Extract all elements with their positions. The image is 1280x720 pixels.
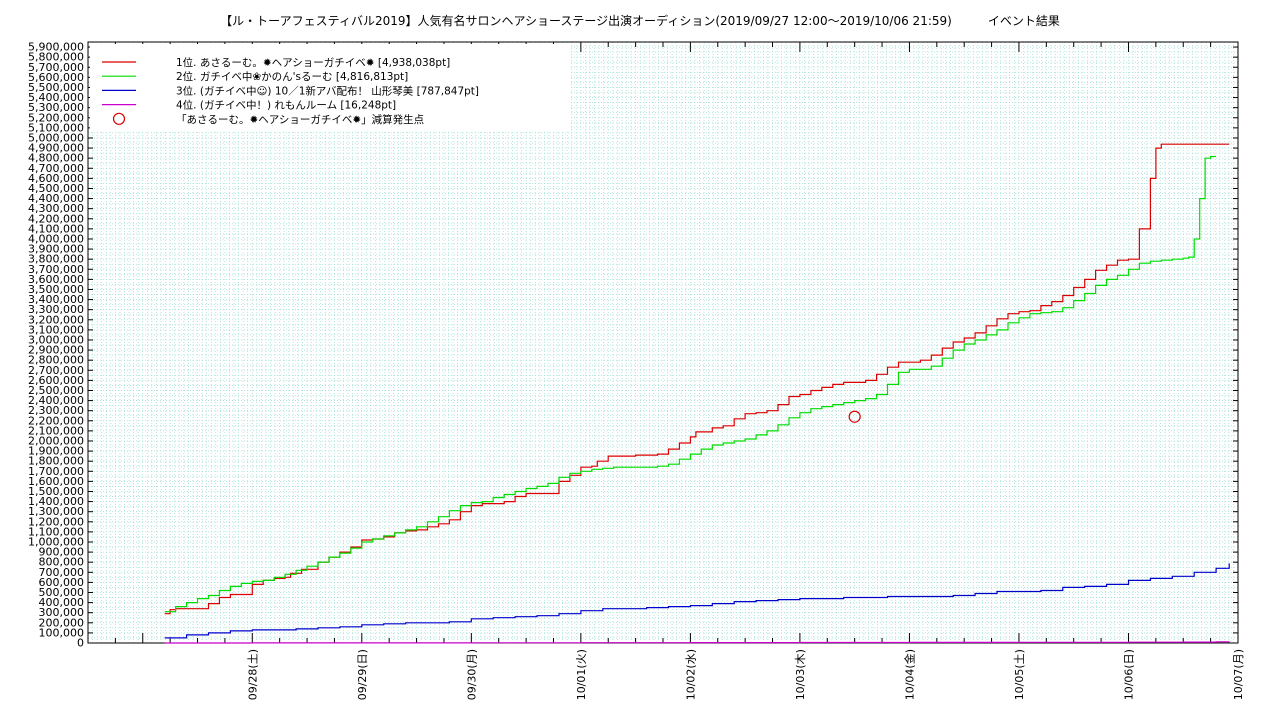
y-tick-label: 4,500,000 — [28, 182, 84, 195]
y-tick-label: 3,400,000 — [28, 293, 84, 306]
legend-label: 4位. (ガチイベ中！) れもんルーム [16,248pt] — [176, 99, 396, 112]
y-tick-label: 4,000,000 — [28, 232, 84, 245]
legend-box — [90, 44, 570, 132]
x-axis: 09/28(土) 09/29(日) 09/30(月) 10/01(火) 10/02(水)… — [87, 42, 1245, 700]
y-tick-label: 4,400,000 — [28, 192, 84, 205]
y-tick-label: 3,500,000 — [28, 283, 84, 296]
y-tick-label: 1,200,000 — [28, 515, 84, 528]
y-tick-label: 1,400,000 — [28, 495, 84, 508]
y-tick-label: 3,300,000 — [28, 303, 84, 316]
y-tick-label: 2,600,000 — [28, 374, 84, 387]
y-tick-label: 4,300,000 — [28, 202, 84, 215]
y-tick-label: 600,000 — [39, 576, 85, 589]
x-tick-label: 10/02(水) — [684, 649, 697, 700]
series-line-3 — [164, 563, 1230, 639]
y-tick-label: 2,500,000 — [28, 384, 84, 397]
legend-label: 2位. ガチイベ中❀かのん'sるーむ [4,816,813pt] — [176, 70, 408, 83]
y-tick-label: 900,000 — [39, 546, 85, 559]
y-tick-label: 5,100,000 — [28, 121, 84, 134]
y-tick-label: 4,800,000 — [28, 152, 84, 165]
y-tick-label: 1,900,000 — [28, 445, 84, 458]
deduction-point-marker — [848, 410, 861, 423]
x-tick-label: 09/28(土) — [246, 649, 259, 700]
y-tick-label: 5,000,000 — [28, 131, 84, 144]
y-tick-label: 100,000 — [39, 626, 85, 639]
x-tick-label: 10/03(木) — [794, 649, 807, 700]
series-line-4 — [164, 641, 1230, 644]
y-tick-label: 200,000 — [39, 616, 85, 629]
x-tick-label: 10/04(金) — [902, 649, 916, 700]
legend-marker — [112, 112, 126, 125]
y-tick-label: 5,800,000 — [28, 51, 84, 64]
annotation-markers — [848, 410, 861, 423]
y-tick-label: 2,400,000 — [28, 394, 84, 407]
x-tick-label: 09/30(月) — [465, 649, 478, 700]
legend: 1位. あさるーむ。✹ヘアショーガチイベ✹ [4,938,038pt]2位. ガ… — [90, 44, 570, 132]
y-axis: 0100,000200,000300,000400,000500,000600,… — [28, 41, 1238, 650]
y-tick-label: 2,700,000 — [28, 364, 84, 377]
y-tick-label: 5,300,000 — [28, 101, 84, 114]
y-tick-label: 2,000,000 — [28, 434, 84, 447]
y-tick-label: 1,800,000 — [28, 455, 84, 468]
y-tick-label: 2,100,000 — [28, 424, 84, 437]
y-tick-label: 1,000,000 — [28, 535, 84, 548]
y-tick-label: 400,000 — [39, 596, 85, 609]
y-tick-label: 2,200,000 — [28, 414, 84, 427]
y-tick-label: 2,300,000 — [28, 404, 84, 417]
y-tick-label: 5,700,000 — [28, 61, 84, 74]
y-tick-label: 3,800,000 — [28, 253, 84, 266]
y-tick-label: 3,600,000 — [28, 273, 84, 286]
y-tick-label: 4,100,000 — [28, 222, 84, 235]
y-tick-label: 1,500,000 — [28, 485, 84, 498]
x-tick-label: 09/29(日) — [356, 649, 369, 700]
chart-title: 【ル・トーアフェスティバル2019】人気有名サロンヘアショーステージ出演オーディ… — [220, 14, 1060, 28]
y-tick-label: 2,900,000 — [28, 344, 84, 357]
x-tick-label: 10/06(日) — [1122, 649, 1135, 700]
y-tick-label: 300,000 — [39, 606, 85, 619]
y-tick-label: 700,000 — [39, 566, 85, 579]
y-tick-label: 1,700,000 — [28, 465, 84, 478]
legend-label: 1位. あさるーむ。✹ヘアショーガチイベ✹ [4,938,038pt] — [176, 56, 450, 69]
y-tick-label: 0 — [77, 637, 84, 650]
series-lines — [164, 143, 1230, 644]
y-tick-label: 1,300,000 — [28, 505, 84, 518]
x-tick-label: 10/05(土) — [1013, 649, 1026, 700]
grid — [87, 41, 1239, 644]
x-tick-label: 10/07(月) — [1232, 649, 1245, 700]
y-tick-label: 5,200,000 — [28, 111, 84, 124]
y-tick-label: 4,600,000 — [28, 172, 84, 185]
y-tick-label: 3,100,000 — [28, 323, 84, 336]
y-tick-label: 5,500,000 — [28, 81, 84, 94]
y-tick-label: 3,900,000 — [28, 243, 84, 256]
legend-label: 3位. (ガチイベ中☺) 10／1新アバ配布！ 山形琴美 [787,847pt] — [176, 84, 479, 97]
legend-label: 「あさるーむ。✹ヘアショーガチイベ✹」減算発生点 — [176, 113, 424, 126]
y-tick-label: 4,200,000 — [28, 212, 84, 225]
y-tick-label: 3,200,000 — [28, 313, 84, 326]
y-tick-label: 1,100,000 — [28, 525, 84, 538]
y-tick-label: 800,000 — [39, 556, 85, 569]
y-tick-label: 4,900,000 — [28, 142, 84, 155]
y-tick-label: 2,800,000 — [28, 354, 84, 367]
series-line-2 — [164, 155, 1217, 613]
y-tick-label: 1,600,000 — [28, 475, 84, 488]
x-tick-label: 10/01(火) — [575, 649, 588, 700]
y-tick-label: 3,700,000 — [28, 263, 84, 276]
y-tick-label: 5,900,000 — [28, 41, 84, 54]
y-tick-label: 5,600,000 — [28, 71, 84, 84]
y-tick-label: 500,000 — [39, 586, 85, 599]
y-tick-label: 4,700,000 — [28, 162, 84, 175]
y-tick-label: 3,000,000 — [28, 333, 84, 346]
y-tick-label: 5,400,000 — [28, 91, 84, 104]
